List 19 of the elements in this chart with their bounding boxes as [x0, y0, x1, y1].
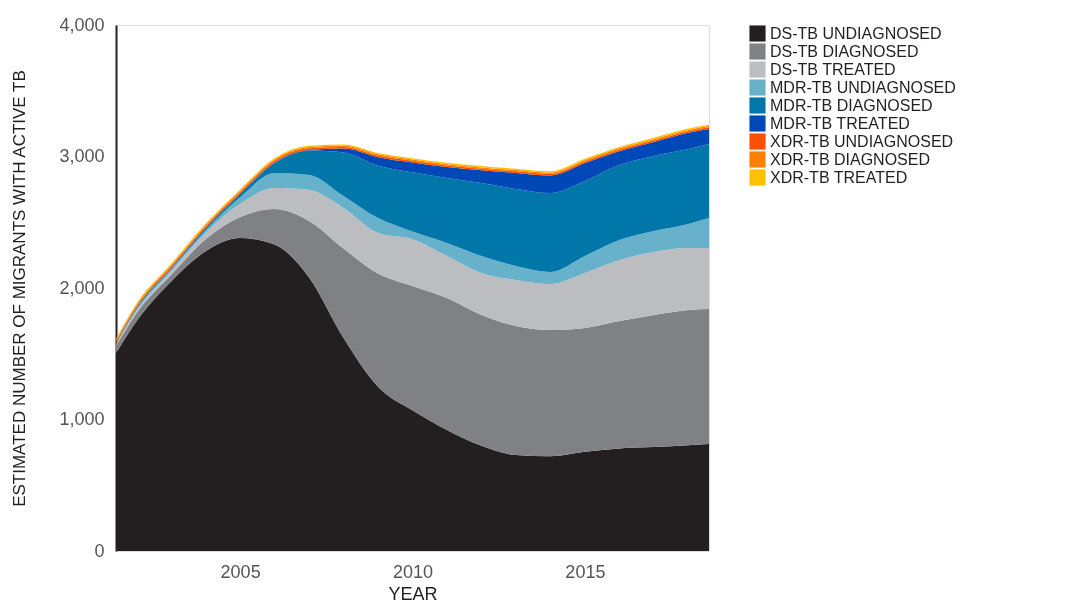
legend-label: XDR-TB TREATED — [770, 168, 908, 186]
y-tick-label: 3,000 — [59, 146, 105, 166]
x-tick-label: 2005 — [220, 561, 261, 582]
legend-label: MDR-TB DIAGNOSED — [770, 96, 933, 114]
legend-label: DS-TB TREATED — [770, 60, 896, 78]
y-tick-label: 0 — [94, 540, 105, 561]
y-tick-label: 4,000 — [59, 14, 105, 35]
legend-label: XDR-TB DIAGNOSED — [770, 150, 931, 168]
legend-label: XDR-TB UNDIAGNOSED — [770, 132, 954, 150]
legend-label: MDR-TB TREATED — [770, 114, 910, 132]
legend-label: MDR-TB UNDIAGNOSED — [770, 78, 956, 96]
x-tick-label: 2010 — [392, 561, 434, 582]
legend-label: DS-TB UNDIAGNOSED — [770, 24, 942, 42]
x-tick-label: 2015 — [565, 561, 606, 582]
x-axis-title: YEAR — [388, 583, 438, 604]
y-axis-title: ESTIMATED NUMBER OF MIGRANTS WITH ACTIVE TB — [10, 70, 30, 507]
y-tick-label: 1,000 — [59, 409, 105, 429]
y-tick-label: 2,000 — [59, 277, 105, 298]
legend-label: DS-TB DIAGNOSED — [770, 42, 919, 60]
